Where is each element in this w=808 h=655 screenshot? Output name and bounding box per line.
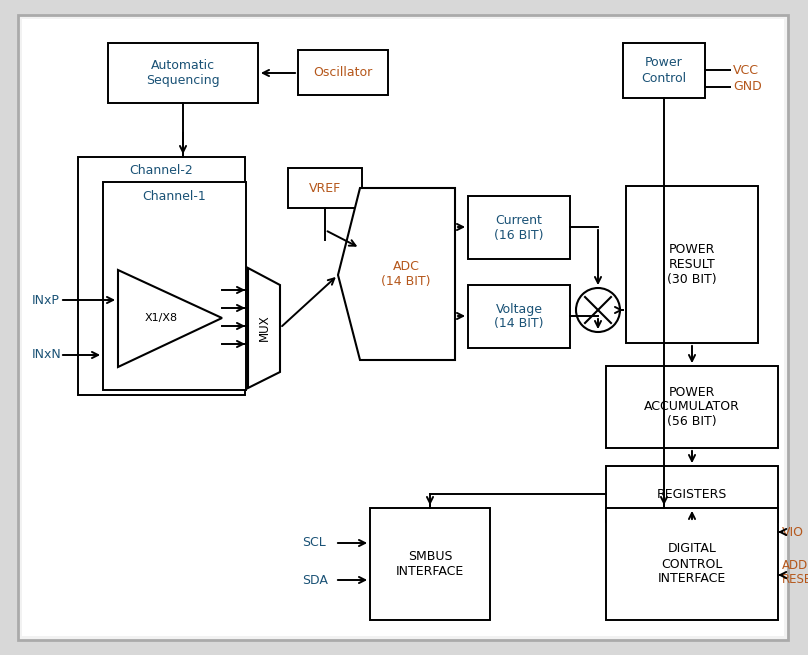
Text: ADC
(14 BIT): ADC (14 BIT)	[381, 260, 431, 288]
Text: POWER
ACCUMULATOR
(56 BIT): POWER ACCUMULATOR (56 BIT)	[644, 386, 740, 428]
Polygon shape	[248, 268, 280, 388]
Bar	[468, 196, 570, 259]
Bar	[606, 466, 778, 522]
Bar	[78, 157, 245, 395]
Text: DIGITAL
CONTROL
INTERFACE: DIGITAL CONTROL INTERFACE	[658, 542, 726, 586]
Bar	[606, 366, 778, 448]
Text: VREF: VREF	[309, 181, 341, 195]
Text: Oscillator: Oscillator	[314, 66, 372, 79]
Text: POWER
RESULT
(30 BIT): POWER RESULT (30 BIT)	[667, 243, 717, 286]
Text: Channel-2: Channel-2	[129, 164, 193, 178]
Text: Channel-1: Channel-1	[143, 189, 206, 202]
Text: Power
Control: Power Control	[642, 56, 687, 84]
Bar	[606, 508, 778, 620]
Bar	[103, 182, 246, 390]
Text: REGISTERS: REGISTERS	[657, 487, 727, 500]
Text: Voltage
(14 BIT): Voltage (14 BIT)	[494, 303, 544, 331]
Bar	[370, 508, 490, 620]
Text: SDA: SDA	[302, 574, 328, 586]
Text: SCL: SCL	[302, 536, 326, 550]
Text: SMBUS
INTERFACE: SMBUS INTERFACE	[396, 550, 464, 578]
Text: INxP: INxP	[32, 293, 60, 307]
Text: VIO: VIO	[782, 525, 804, 538]
Text: Current
(16 BIT): Current (16 BIT)	[494, 214, 544, 242]
Text: MUX: MUX	[258, 314, 271, 341]
Circle shape	[576, 288, 620, 332]
Bar	[288, 168, 362, 208]
Text: X1/X8: X1/X8	[145, 313, 178, 323]
Text: VCC: VCC	[733, 64, 759, 77]
Text: INxN: INxN	[32, 348, 61, 362]
Bar	[108, 43, 258, 103]
Bar	[468, 285, 570, 348]
Bar	[623, 43, 705, 98]
Bar	[298, 50, 388, 95]
Polygon shape	[118, 270, 222, 367]
Polygon shape	[338, 188, 455, 360]
Text: ADDR/
RESET: ADDR/ RESET	[782, 558, 808, 586]
Text: GND: GND	[733, 81, 762, 94]
Text: Automatic
Sequencing: Automatic Sequencing	[146, 59, 220, 87]
Bar	[626, 186, 758, 343]
